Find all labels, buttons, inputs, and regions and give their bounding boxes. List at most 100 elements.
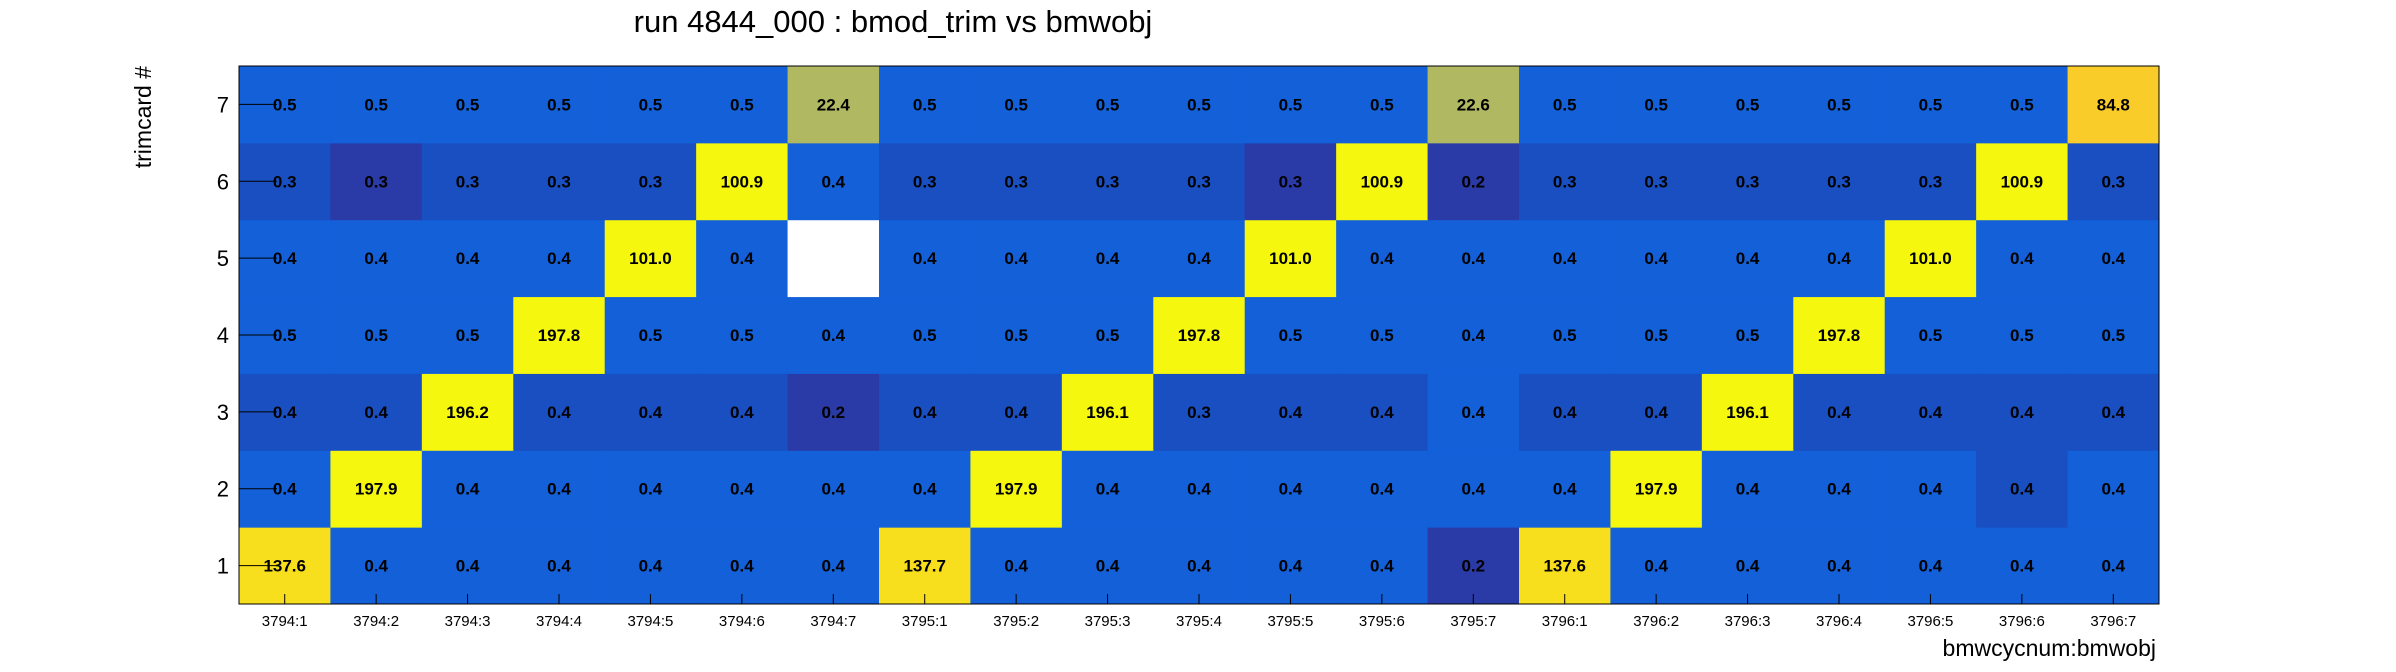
heatmap-cell <box>1244 373 1337 451</box>
cell-value-label: 0.4 <box>364 249 388 268</box>
heatmap-cell <box>513 142 606 221</box>
x-tick-label: 3794:5 <box>627 613 673 630</box>
heatmap-cell <box>1976 450 2069 528</box>
cell-value-label: 0.3 <box>913 172 937 191</box>
cell-value-label: 0.5 <box>1553 95 1577 114</box>
cell-value-label: 0.3 <box>1004 172 1028 191</box>
cell-value-labels: 137.6 0.4 0.4 0.4 0.4 0.4 0.4 137.7 0.4 0.4 0.4 0.4… <box>263 95 2129 575</box>
cell-value-label: 0.4 <box>1096 557 1120 576</box>
cell-value-label: 0.4 <box>2101 249 2125 268</box>
heatmap-cell <box>787 66 880 144</box>
heatmap-cell <box>1427 219 1520 298</box>
x-tick-label: 3796:4 <box>1816 613 1862 630</box>
cell-value-label: 0.4 <box>1827 480 1851 499</box>
y-tick-label: 2 <box>217 477 229 502</box>
heatmap-cell <box>604 219 697 298</box>
heatmap-cell <box>970 450 1063 528</box>
cell-value-label: 0.4 <box>1461 326 1485 345</box>
heatmap-cell <box>604 66 697 144</box>
heatmap-cell <box>1519 66 1611 144</box>
x-tick-label: 3795:3 <box>1085 613 1131 630</box>
heatmap-cell <box>1427 373 1520 451</box>
cell-value-label: 0.4 <box>1004 557 1028 576</box>
heatmap-cell <box>1427 66 1520 144</box>
cell-value-label: 101.0 <box>1909 249 1952 268</box>
heatmap-cell <box>1519 219 1611 298</box>
y-tick-label: 3 <box>217 400 229 425</box>
cell-value-label: 0.5 <box>1370 95 1394 114</box>
heatmap-cell <box>330 296 423 374</box>
chart-title: run 4844_000 : bmod_trim vs bmwobj <box>634 4 1153 39</box>
heatmap-cell <box>1336 142 1429 221</box>
cell-value-label: 0.4 <box>1919 403 1943 422</box>
heatmap-cell <box>1519 527 1611 605</box>
cell-value-label: 0.3 <box>273 172 297 191</box>
x-tick-label: 3796:1 <box>1542 613 1588 630</box>
cell-value-label: 0.2 <box>821 403 845 422</box>
cell-value-label: 0.5 <box>547 95 571 114</box>
cell-value-label: 0.4 <box>730 249 754 268</box>
heatmap-cell <box>696 450 789 528</box>
heatmap-cell <box>1153 142 1246 221</box>
heatmap-cell <box>1701 373 1794 451</box>
heatmap-cell <box>1153 219 1246 298</box>
x-tick-label: 3795:5 <box>1267 613 1313 630</box>
heatmap-cell <box>2067 373 2160 451</box>
y-tick-label: 7 <box>217 92 229 117</box>
x-tick-label: 3796:2 <box>1633 613 1679 630</box>
heatmap-cell <box>330 373 423 451</box>
cell-value-label: 100.9 <box>721 172 764 191</box>
cell-value-label: 0.4 <box>1827 557 1851 576</box>
heatmap-cell <box>970 66 1063 144</box>
cell-value-label: 196.1 <box>1726 403 1769 422</box>
y-tick-label: 1 <box>217 554 229 579</box>
cell-value-label: 0.3 <box>547 172 571 191</box>
heatmap-cell <box>787 450 880 528</box>
heatmap-cell <box>330 450 423 528</box>
cell-value-label: 84.8 <box>2097 95 2130 114</box>
cell-value-label: 197.9 <box>995 480 1038 499</box>
x-tick-label: 3795:1 <box>902 613 948 630</box>
heatmap-cell <box>1153 296 1246 374</box>
heatmap-cell <box>696 142 789 221</box>
cell-value-label: 0.4 <box>1644 249 1668 268</box>
cell-value-label: 0.3 <box>1187 172 1211 191</box>
cell-value-label: 0.5 <box>273 326 297 345</box>
cell-value-label: 0.4 <box>1919 480 1943 499</box>
cell-value-label: 0.2 <box>1461 172 1485 191</box>
cell-value-label: 0.5 <box>913 95 937 114</box>
cell-value-label: 0.5 <box>1736 326 1760 345</box>
cell-value-label: 0.3 <box>1187 403 1211 422</box>
heatmap-cell <box>2067 296 2160 374</box>
cell-value-label: 0.3 <box>1553 172 1577 191</box>
heatmap-cell <box>1244 527 1337 605</box>
cell-value-label: 0.4 <box>1187 249 1211 268</box>
x-tick-label: 3796:5 <box>1907 613 1953 630</box>
cell-value-label: 0.5 <box>1279 326 1303 345</box>
cell-value-label: 0.4 <box>913 480 937 499</box>
cell-value-label: 0.4 <box>1004 249 1028 268</box>
cell-value-label: 0.4 <box>1553 480 1577 499</box>
cell-value-label: 0.4 <box>1827 249 1851 268</box>
heatmap-cell <box>421 66 514 144</box>
cell-value-label: 0.4 <box>547 403 571 422</box>
cell-value-label: 0.4 <box>1736 480 1760 499</box>
heatmap-cell <box>513 66 606 144</box>
cell-value-label: 0.5 <box>1644 326 1668 345</box>
heatmap-cell <box>2067 142 2160 221</box>
cell-value-label: 0.5 <box>2010 326 2034 345</box>
x-tick-label: 3796:3 <box>1725 613 1771 630</box>
heatmap-cell <box>1061 66 1154 144</box>
heatmap-cell <box>421 373 514 451</box>
heatmap-cell <box>1884 66 1977 144</box>
cell-value-label: 0.5 <box>1187 95 1211 114</box>
heatmap-cell <box>421 142 514 221</box>
heatmap-cell <box>879 450 971 528</box>
heatmap-cell <box>970 373 1063 451</box>
heatmap-cell <box>1336 373 1429 451</box>
heatmap-cell <box>604 296 697 374</box>
heatmap-cell <box>1976 373 2069 451</box>
heatmap-cell <box>421 296 514 374</box>
heatmap-cell <box>1153 66 1246 144</box>
heatmap-cell <box>1793 527 1886 605</box>
